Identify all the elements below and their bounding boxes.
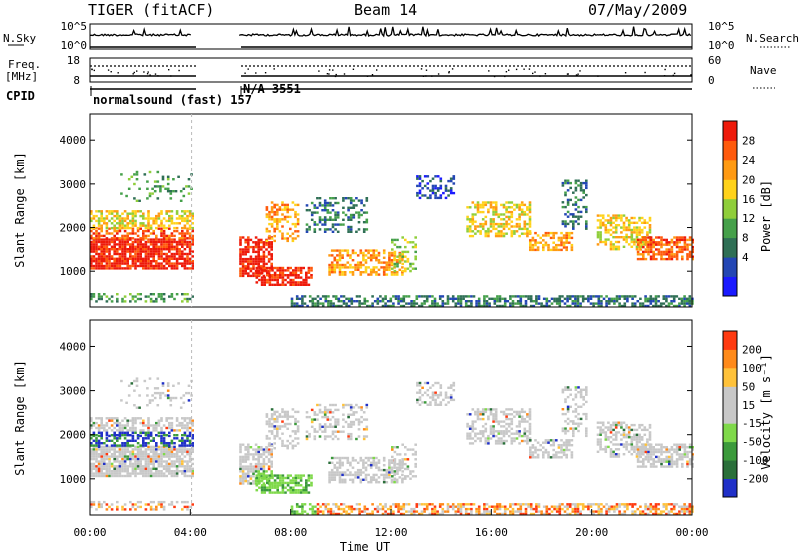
y-tick-label: 1000 — [60, 473, 87, 486]
colorbar-swatch — [723, 367, 737, 387]
x-tick-label: 00:00 — [675, 526, 708, 539]
freq-label-1: Freq. — [8, 58, 41, 71]
freq-tick-top: 18 — [67, 54, 80, 67]
beam-title: Beam 14 — [354, 1, 417, 19]
nave-tick-top: 60 — [708, 54, 721, 67]
cpid-label: CPID — [6, 89, 35, 103]
nsky-trace-a — [90, 27, 192, 37]
x-tick-label: 20:00 — [575, 526, 608, 539]
x-tick-label: 00:00 — [73, 526, 106, 539]
nsky-tick-bottom: 10^0 — [61, 39, 88, 52]
y-tick-label: 4000 — [60, 340, 87, 353]
colorbar-swatch — [723, 257, 737, 277]
power-panel: 1000 2000 3000 4000 Slant Range [km] 28 24 20… — [13, 113, 773, 308]
freq-panel: Freq. [MHz] 18 8 60 0 Nave — [5, 54, 777, 89]
freq-tick-bottom: 8 — [73, 74, 80, 87]
power-colorbar: 28 24 20 16 12 8 4 — [722, 120, 756, 297]
power-ylabel: Slant Range [km] — [13, 152, 27, 268]
velocity-frame — [89, 319, 693, 516]
x-tick-label: 04:00 — [174, 526, 207, 539]
y-tick-label: 2000 — [60, 222, 87, 235]
colorbar-swatch — [723, 478, 737, 498]
colorbar-swatch — [723, 349, 737, 369]
nsky-frame — [89, 23, 693, 50]
colorbar-tick-label: -200 — [742, 473, 769, 486]
cpid-segment-1: normalsound (fast) 157 — [93, 93, 252, 107]
freq-frame — [89, 57, 693, 83]
colorbar-swatch — [723, 331, 737, 350]
colorbar-tick-label: 100 — [742, 362, 762, 375]
colorbar-tick-label: 16 — [742, 193, 755, 206]
velocity-xlabel: Time UT — [340, 540, 391, 554]
x-tick-label: 12:00 — [374, 526, 407, 539]
velocity-y-axis: 1000 2000 3000 4000 — [60, 340, 692, 486]
colorbar-tick-label: 4 — [742, 251, 749, 264]
velocity-panel: 1000 2000 3000 4000 00:00 04:00 08:00 12:00 16:… — [13, 319, 773, 554]
colorbar-tick-label: 24 — [742, 154, 756, 167]
nave-dropouts — [91, 68, 692, 78]
colorbar-swatch — [723, 460, 737, 479]
nsky-panel: N.Sky 10^5 10^0 10^5 10^0 N.Search — [3, 20, 799, 52]
colorbar-tick-label: -50 — [742, 436, 762, 449]
y-tick-label: 4000 — [60, 134, 87, 147]
colorbar-tick-label: 8 — [742, 232, 749, 245]
colorbar-tick-label: -100 — [742, 454, 769, 467]
nsky-tick-top: 10^5 — [61, 20, 88, 33]
nsearch-tick-top: 10^5 — [708, 20, 735, 33]
colorbar-swatch — [723, 441, 737, 461]
power-frame — [89, 113, 693, 308]
y-tick-label: 3000 — [60, 178, 87, 191]
nave-tick-bottom: 0 — [708, 74, 715, 87]
velocity-colorbar: 200 100 50 15 -15 -50 -100 -200 — [722, 330, 769, 498]
colorbar-swatch — [723, 218, 737, 239]
nave-label: Nave — [750, 64, 777, 77]
velocity-ylabel: Slant Range [km] — [13, 360, 27, 476]
freq-label-2: [MHz] — [5, 70, 38, 83]
y-tick-label: 1000 — [60, 265, 87, 278]
colorbar-swatch — [723, 386, 737, 406]
colorbar-swatch — [723, 179, 737, 200]
velocity-heatmap — [90, 377, 694, 516]
colorbar-swatch — [723, 276, 737, 297]
colorbar-tick-label: 28 — [742, 134, 755, 147]
colorbar-swatch — [723, 198, 737, 219]
colorbar-swatch — [723, 140, 737, 161]
cpid-row: CPID normalsound (fast) 157 N/A 3551 — [6, 82, 692, 107]
cpid-segment-2: N/A 3551 — [243, 82, 301, 96]
colorbar-swatch — [723, 159, 737, 180]
colorbar-swatch — [723, 121, 737, 141]
power-y-axis: 1000 2000 3000 4000 — [60, 134, 692, 278]
nsky-trace-b — [238, 26, 692, 38]
colorbar-swatch — [723, 423, 737, 443]
nsearch-tick-bottom: 10^0 — [708, 39, 735, 52]
velocity-cbar-label: Velocity [m s⁻¹] — [759, 354, 773, 470]
colorbar-tick-label: 200 — [742, 343, 762, 356]
colorbar-tick-label: 12 — [742, 212, 755, 225]
velocity-x-axis: 00:00 04:00 08:00 12:00 16:00 20:00 00:00 — [73, 509, 709, 539]
colorbar-tick-label: -15 — [742, 417, 762, 430]
colorbar-tick-label: 20 — [742, 173, 755, 186]
colorbar-tick-label: 50 — [742, 380, 755, 393]
nsky-label: N.Sky — [3, 32, 36, 45]
power-heatmap — [90, 170, 694, 308]
y-tick-label: 3000 — [60, 385, 87, 398]
x-tick-label: 16:00 — [475, 526, 508, 539]
colorbar-swatch — [723, 237, 737, 258]
colorbar-tick-label: 15 — [742, 399, 755, 412]
y-tick-label: 2000 — [60, 429, 87, 442]
radar-title: TIGER (fitACF) — [88, 1, 214, 19]
x-tick-label: 08:00 — [274, 526, 307, 539]
date-title: 07/May/2009 — [588, 1, 687, 19]
colorbar-swatch — [723, 404, 737, 424]
nsearch-label: N.Search — [746, 32, 799, 45]
power-cbar-label: Power [dB] — [759, 180, 773, 252]
